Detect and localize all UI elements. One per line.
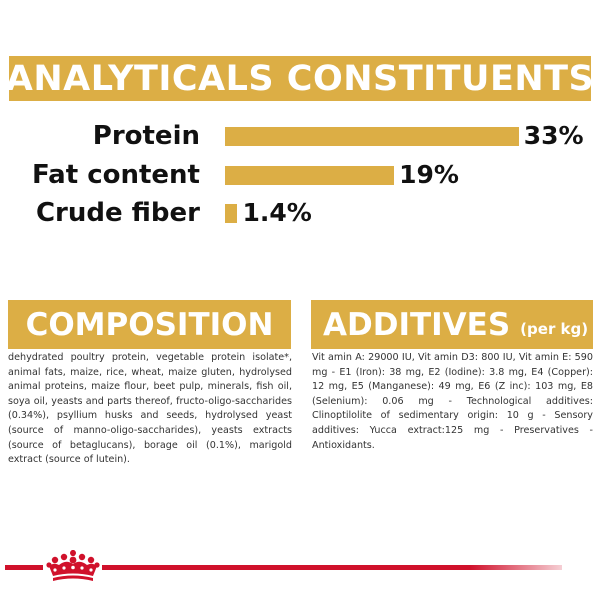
- protein-label: Protein: [92, 121, 200, 151]
- analytics-banner: ANALYTICALS CONSTITUENTS: [9, 56, 591, 101]
- fat-bar: [225, 166, 395, 185]
- additives-subtitle: (per kg): [520, 320, 589, 338]
- additives-title: ADDITIVES: [323, 306, 511, 343]
- fat-label: Fat content: [31, 160, 200, 190]
- footer-line-left: [5, 565, 43, 570]
- fiber-value: 1.4%: [242, 198, 312, 227]
- additives-banner: ADDITIVES (per kg): [311, 300, 593, 349]
- protein-value: 33%: [523, 121, 584, 150]
- analytics-title: ANALYTICALS CONSTITUENTS: [9, 58, 591, 99]
- footer-line-right: [102, 565, 562, 570]
- composition-title: COMPOSITION: [25, 306, 274, 343]
- protein-bar: [225, 127, 519, 146]
- fat-value: 19%: [399, 160, 459, 189]
- fiber-label: Crude fiber: [35, 198, 200, 228]
- composition-text: dehydrated poultry protein, vegetable pr…: [8, 352, 292, 466]
- additives-text: Vit amin A: 29000 IU, Vit amin D3: 800 I…: [312, 352, 593, 451]
- fiber-bar: [225, 204, 238, 223]
- composition-banner: COMPOSITION: [8, 300, 291, 349]
- crown-icon: [46, 550, 100, 581]
